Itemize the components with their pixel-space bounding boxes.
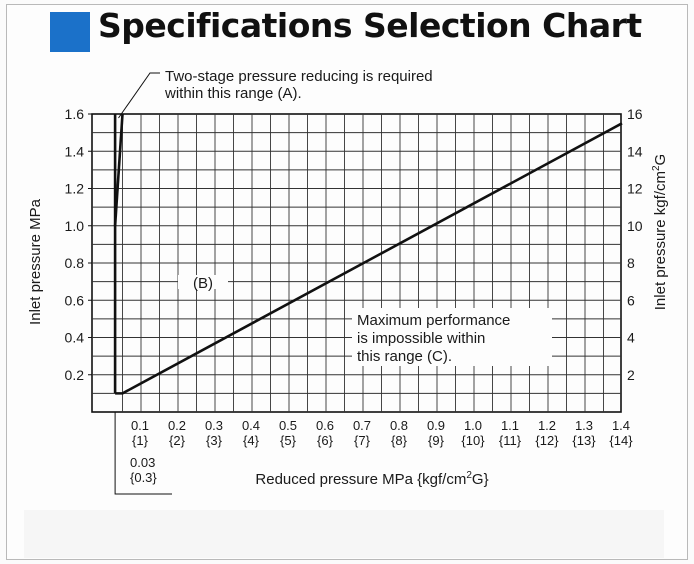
y-tick-label-right: 16 (627, 106, 643, 122)
annotation-c-line3: this range (C). (357, 348, 452, 365)
y-tick-label-left: 0.8 (65, 255, 85, 271)
x-tick-label: 0.2 (168, 418, 186, 433)
annotation-c-bg (352, 308, 552, 366)
page-title: Specifications Selection Chart (98, 6, 642, 45)
x-axis-title: Reduced pressure MPa {kgf/cm2G} (255, 470, 488, 488)
y-tick-label-left: 1.0 (65, 218, 85, 234)
x-tick-label-kgf: {12} (535, 433, 559, 448)
y-tick-label-right: 2 (627, 367, 635, 383)
x-tick-label: 0.4 (242, 418, 260, 433)
y-tick-label-right: 6 (627, 292, 635, 308)
series-line (115, 122, 623, 395)
y-axis-title-left: Inlet pressure MPa (27, 198, 44, 325)
title-marker-icon (50, 12, 90, 52)
y-tick-label-right: 10 (627, 218, 643, 234)
x-tick-label: 0.5 (279, 418, 297, 433)
x-tick-label: 1.0 (464, 418, 482, 433)
y-axis-title-right: Inlet pressure kgf/cm2G (651, 154, 669, 310)
bottom-blank-area (24, 510, 664, 558)
x-tick-label: 0.7 (353, 418, 371, 433)
y-tick-label-right: 12 (627, 181, 643, 197)
x-tick-label-kgf: {1} (132, 433, 149, 448)
x-tick-label-kgf: {2} (169, 433, 186, 448)
x-tick-label: 1.3 (575, 418, 593, 433)
x-tick-label-kgf: {9} (428, 433, 445, 448)
annotation-a-line2: within this range (A). (164, 85, 302, 102)
x-tick-label-kgf: {10} (461, 433, 485, 448)
x-tick-label-kgf: {7} (354, 433, 371, 448)
x-tick-label-kgf: {14} (609, 433, 633, 448)
y-tick-label-left: 1.2 (65, 181, 85, 197)
annotation-a-leader (118, 72, 160, 119)
chart-lines (113, 72, 623, 395)
y-tick-label-left: 0.6 (65, 292, 85, 308)
y-tick-label-left: 1.6 (65, 106, 85, 122)
x-tick-label-kgf: {4} (243, 433, 260, 448)
annotation-c-line2: is impossible within (357, 330, 485, 347)
x-tick-label: 1.1 (501, 418, 519, 433)
x-tick-label: 0.3 (205, 418, 223, 433)
x-tick-label-kgf: {3} (206, 433, 223, 448)
y-tick-label-right: 4 (627, 330, 635, 346)
x-tick-label-kgf: {5} (280, 433, 297, 448)
annotation-c-line1: Maximum performance (357, 312, 510, 329)
x-tick-label: 1.2 (538, 418, 556, 433)
x-tick-label-kgf: {13} (572, 433, 596, 448)
x-tick-label: 1.4 (612, 418, 630, 433)
x-tick-label: 0.1 (131, 418, 149, 433)
chart-labels: 0.20.40.60.81.01.21.41.62468101214160.1{… (27, 64, 669, 488)
y-tick-label-left: 0.2 (65, 367, 85, 383)
x-tick-label: 0.6 (316, 418, 334, 433)
y-tick-label-right: 8 (627, 255, 635, 271)
annotation-a-line1: Two-stage pressure reducing is required (165, 68, 433, 85)
annotation-b-label: (B) (193, 275, 213, 292)
x-extra-tick-label-kgf: {0.3} (130, 470, 157, 485)
x-tick-label-kgf: {11} (499, 433, 522, 448)
x-tick-label-kgf: {8} (391, 433, 408, 448)
x-tick-label-kgf: {6} (317, 433, 334, 448)
x-extra-tick-label: 0.03 (130, 455, 155, 470)
y-tick-label-left: 1.4 (65, 143, 85, 159)
series-line (113, 113, 124, 226)
x-tick-label: 0.9 (427, 418, 445, 433)
x-tick-label: 0.8 (390, 418, 408, 433)
y-tick-label-right: 14 (627, 143, 643, 159)
extra-tick-leader (114, 412, 172, 495)
annotation-a-bg (162, 64, 492, 104)
y-tick-label-left: 0.4 (65, 330, 85, 346)
